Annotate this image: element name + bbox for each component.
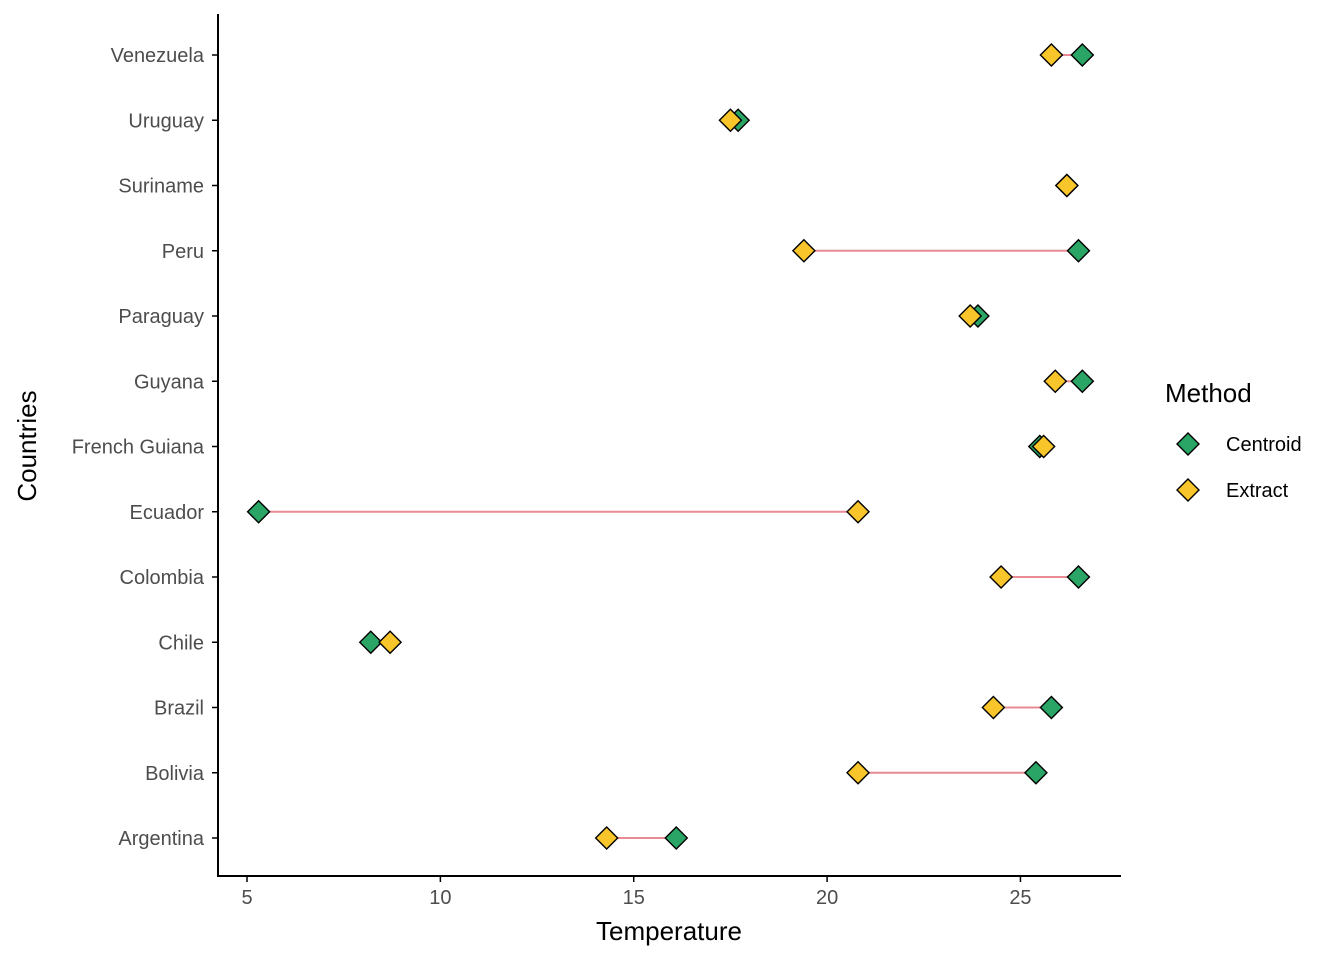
y-tick-label-peru: Peru [162, 241, 204, 263]
extract-point-venezuela [1039, 43, 1064, 67]
centroid-point-ecuador [246, 499, 271, 524]
extract-point-chile [378, 630, 403, 655]
y-tick-label-chile: Chile [158, 632, 204, 654]
y-tick-label-ecuador: Ecuador [130, 502, 205, 524]
y-tick-label-uruguay: Uruguay [128, 110, 204, 132]
legend: Method Centroid Extract [1165, 378, 1302, 502]
extract-point-ecuador [846, 499, 871, 524]
x-tick-label: 20 [816, 887, 838, 909]
centroid-point-brazil [1039, 695, 1064, 720]
y-tick-label-brazil: Brazil [154, 698, 204, 720]
x-ticks: 5 10 15 20 25 [241, 876, 1032, 909]
centroid-point-argentina [664, 826, 689, 850]
legend-title: Method [1165, 378, 1252, 408]
extract-point-argentina [594, 826, 619, 850]
x-tick-label: 15 [623, 887, 645, 909]
y-tick-label-colombia: Colombia [120, 567, 205, 589]
y-tick-label-guyana: Guyana [134, 371, 205, 393]
y-tick-label-suriname: Suriname [118, 176, 204, 198]
extract-point-french-guiana [1031, 434, 1056, 459]
extract-point-guyana [1043, 369, 1068, 394]
y-tick-label-venezuela: Venezuela [111, 45, 205, 67]
centroid-point-chile [358, 630, 383, 655]
extract-point-uruguay [718, 108, 743, 133]
y-tick-label-paraguay: Paraguay [118, 306, 204, 328]
legend-label-extract: Extract [1226, 480, 1289, 502]
legend-key-extract [1176, 478, 1200, 502]
extract-point-suriname [1054, 173, 1079, 198]
axes [217, 14, 1121, 877]
y-tick-label-bolivia: Bolivia [145, 763, 205, 785]
x-axis-title: Temperature [596, 916, 742, 946]
y-tick-label-argentina: Argentina [118, 828, 204, 850]
extract-point-paraguay [958, 304, 983, 328]
extract-point-brazil [981, 695, 1006, 720]
plot-area [246, 43, 1095, 850]
y-tick-label-french-guiana: French Guiana [72, 437, 205, 459]
centroid-point-peru [1066, 238, 1091, 263]
extract-point-colombia [989, 565, 1014, 589]
centroid-point-guyana [1070, 369, 1095, 394]
extract-point-bolivia [846, 760, 871, 785]
x-tick-label: 5 [241, 887, 252, 909]
centroid-point-bolivia [1023, 760, 1048, 785]
y-axis-title: Countries [12, 390, 42, 501]
extract-point-peru [791, 238, 816, 263]
legend-label-centroid: Centroid [1226, 434, 1302, 456]
legend-entries: Centroid Extract [1176, 432, 1302, 502]
centroid-point-venezuela [1070, 43, 1095, 67]
x-tick-label: 25 [1009, 887, 1031, 909]
y-ticks: Argentina Bolivia Brazil Chile Colombia Ecuad… [72, 45, 218, 850]
centroid-point-colombia [1066, 565, 1091, 589]
x-tick-label: 10 [429, 887, 451, 909]
legend-key-centroid [1176, 432, 1200, 456]
